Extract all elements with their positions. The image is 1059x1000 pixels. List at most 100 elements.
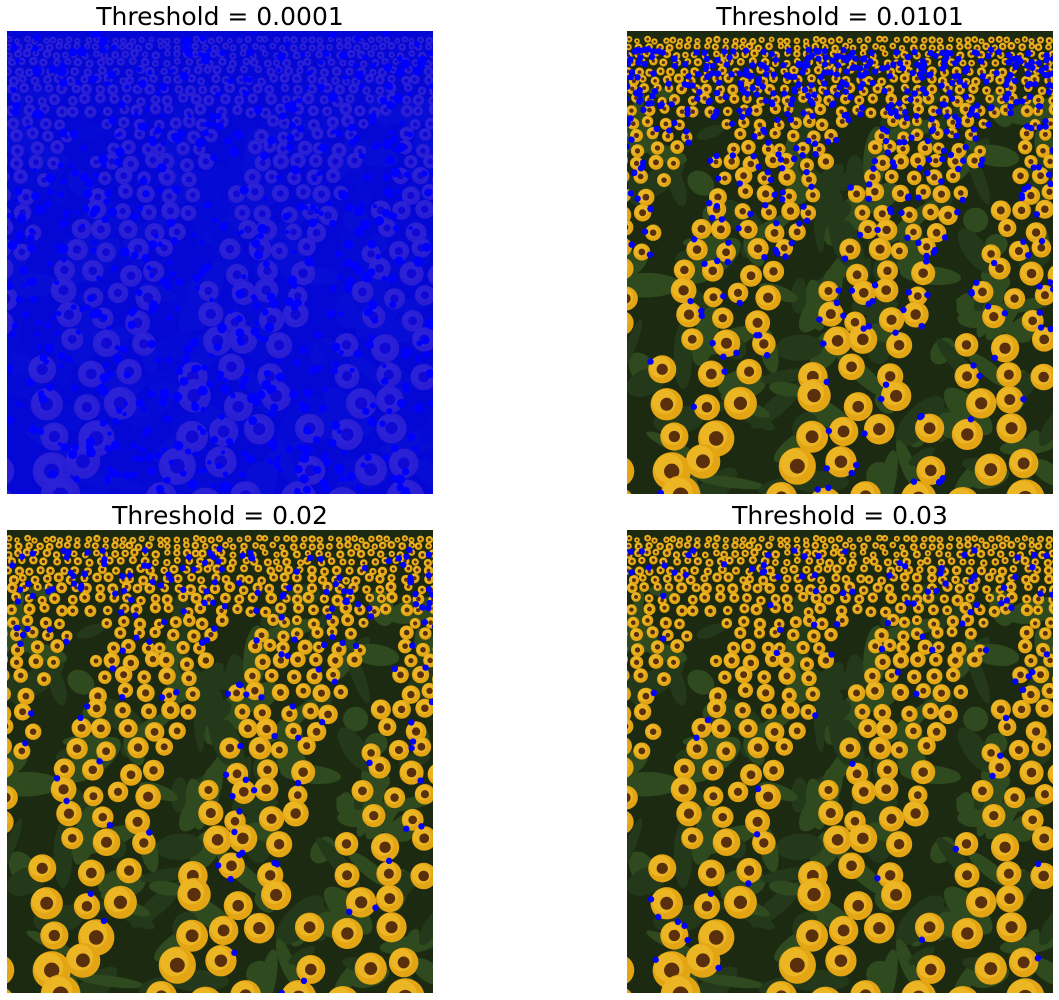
sunflower xyxy=(902,301,929,328)
corner-marker xyxy=(948,79,956,87)
sunflower xyxy=(995,75,1005,85)
sunflower xyxy=(835,36,844,44)
sunflower xyxy=(627,737,632,755)
leaf xyxy=(1031,458,1053,487)
corner-marker xyxy=(45,322,52,329)
sunflower xyxy=(317,542,325,551)
leaf xyxy=(943,387,993,436)
sunflower xyxy=(660,921,689,950)
corner-marker xyxy=(971,49,979,56)
corner-marker xyxy=(29,295,38,303)
sunflower xyxy=(201,542,209,550)
sunflower xyxy=(1006,479,1045,494)
sunflower xyxy=(633,668,648,683)
sunflower xyxy=(232,603,243,615)
corner-marker xyxy=(285,230,290,235)
leaf xyxy=(76,623,105,639)
sunflower xyxy=(964,535,972,543)
sunflower xyxy=(703,567,713,576)
corner-marker xyxy=(61,257,67,263)
sunflower xyxy=(879,543,886,551)
corner-marker xyxy=(56,310,62,317)
sunflower xyxy=(7,535,13,542)
corner-marker xyxy=(267,136,276,145)
sunflower xyxy=(817,153,835,170)
corner-marker xyxy=(236,851,243,859)
sunflower xyxy=(651,38,658,45)
sunflower xyxy=(926,223,947,243)
sunflower xyxy=(161,700,180,720)
corner-marker xyxy=(284,297,295,307)
sunflower xyxy=(138,575,149,586)
sunflower xyxy=(160,566,168,575)
sunflower xyxy=(676,301,702,328)
corner-marker xyxy=(687,297,694,305)
corner-marker xyxy=(938,82,945,89)
sunflower xyxy=(670,140,685,154)
corner-marker xyxy=(408,225,413,231)
sunflower xyxy=(982,304,1006,329)
corner-marker xyxy=(403,825,410,832)
sunflower xyxy=(425,542,432,550)
corner-marker xyxy=(849,64,857,72)
corner-marker xyxy=(930,249,937,256)
sunflower xyxy=(810,592,822,604)
corner-marker xyxy=(58,128,68,138)
corner-marker xyxy=(941,57,948,65)
corner-marker xyxy=(871,282,879,289)
corner-marker xyxy=(45,173,56,183)
sunflower xyxy=(43,536,50,543)
sunflower xyxy=(708,687,727,706)
corner-marker xyxy=(722,93,729,101)
sunflower xyxy=(242,556,251,565)
corner-marker xyxy=(761,253,768,261)
corner-marker xyxy=(123,471,132,480)
sunflower xyxy=(290,651,306,668)
sunflower xyxy=(387,540,396,549)
corner-marker xyxy=(771,191,778,198)
sunflower xyxy=(899,572,910,583)
sunflower xyxy=(244,535,252,542)
sunflower xyxy=(964,42,972,50)
sunflower xyxy=(53,557,62,566)
sunflower xyxy=(103,885,137,919)
sunflower xyxy=(736,358,762,385)
sunflower xyxy=(835,605,848,617)
sunflower xyxy=(1047,764,1053,784)
sunflower xyxy=(633,742,651,760)
sunflower xyxy=(915,184,931,200)
sunflower xyxy=(976,566,987,576)
corner-marker xyxy=(689,82,696,89)
corner-marker xyxy=(801,553,808,560)
sunflower xyxy=(163,558,171,567)
corner-marker xyxy=(123,401,128,406)
sunflower xyxy=(627,489,632,494)
corner-marker xyxy=(671,62,679,70)
corner-marker xyxy=(966,111,973,118)
corner-marker xyxy=(909,69,916,77)
corner-marker xyxy=(1004,76,1011,84)
leaf xyxy=(76,974,144,989)
corner-marker xyxy=(75,329,81,335)
sunflower xyxy=(144,651,161,668)
sunflower xyxy=(650,388,683,421)
corner-marker xyxy=(412,66,422,76)
corner-marker xyxy=(962,93,969,101)
corner-marker xyxy=(750,153,757,160)
corner-marker xyxy=(70,580,78,587)
corner-marker xyxy=(83,703,91,710)
corner-marker xyxy=(833,299,841,307)
corner-marker xyxy=(833,91,841,98)
sunflower xyxy=(718,670,732,684)
sunflower xyxy=(663,37,670,44)
corner-marker xyxy=(141,432,148,438)
corner-marker xyxy=(989,772,996,780)
leaf xyxy=(957,812,982,828)
corner-marker xyxy=(51,315,57,321)
corner-marker xyxy=(800,203,807,210)
sunflower xyxy=(370,699,391,720)
sunflower xyxy=(50,639,65,653)
sunflower xyxy=(282,557,292,567)
corner-marker xyxy=(682,128,690,135)
sunflower xyxy=(101,617,113,629)
